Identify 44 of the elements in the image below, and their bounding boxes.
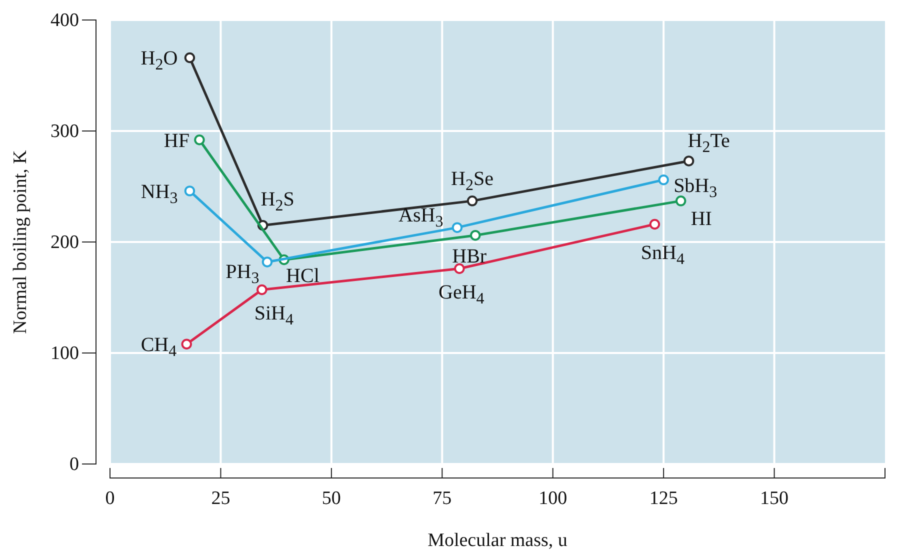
annotation: H$_{2}$S [260, 188, 294, 214]
annotation: HI [690, 208, 712, 230]
annotation: AsH$_{3}$ [398, 204, 444, 230]
annotation: HBr [452, 245, 487, 268]
point [194, 134, 205, 146]
annotation: SbH$_{3}$ [674, 174, 718, 201]
x-tick-label: 0 [105, 488, 115, 509]
x-tick-label: 75 [432, 488, 452, 509]
x-tick-label: 50 [322, 488, 341, 509]
point [466, 196, 478, 206]
x-tick-label: 25 [211, 488, 230, 509]
x-axis-title: Molecular mass, u [428, 530, 568, 550]
annotation: HCl [286, 264, 320, 287]
x-tick-label: 100 [538, 488, 568, 509]
point [181, 338, 192, 350]
y-tick-label: 300 [50, 121, 79, 142]
y-tick-label: 100 [50, 343, 79, 364]
point [683, 156, 694, 166]
annotation: SnH$_{4}$ [640, 242, 685, 268]
annotation: H$_{2}$Se [451, 168, 494, 194]
y-tick-label: 0 [70, 454, 79, 476]
point [454, 263, 465, 274]
annotation: SiH$_{4}$ [254, 302, 294, 329]
x-tick-label: 125 [649, 488, 678, 509]
annotation: CH$_{4}$ [140, 334, 177, 360]
annotation: HF [164, 130, 190, 152]
annotation: NH$_{3}$ [140, 180, 178, 207]
y-tick-label: 200 [50, 232, 79, 254]
point [256, 284, 268, 296]
annotation: H$_{2}$O [140, 48, 178, 74]
point [658, 174, 669, 186]
y-axis-title: Normal boiling point, K [10, 150, 31, 334]
point [262, 256, 273, 268]
x-tick-label: 150 [760, 488, 789, 509]
point [649, 218, 660, 230]
y-tick-label: 400 [50, 10, 79, 32]
point [675, 196, 686, 206]
annotation: H$_{2}$Te [688, 130, 730, 156]
point [452, 222, 463, 233]
point [470, 230, 481, 241]
point [184, 52, 196, 64]
annotation: PH$_{3}$ [226, 260, 260, 287]
point [184, 186, 196, 196]
annotation: GeH$_{4}$ [438, 282, 484, 308]
